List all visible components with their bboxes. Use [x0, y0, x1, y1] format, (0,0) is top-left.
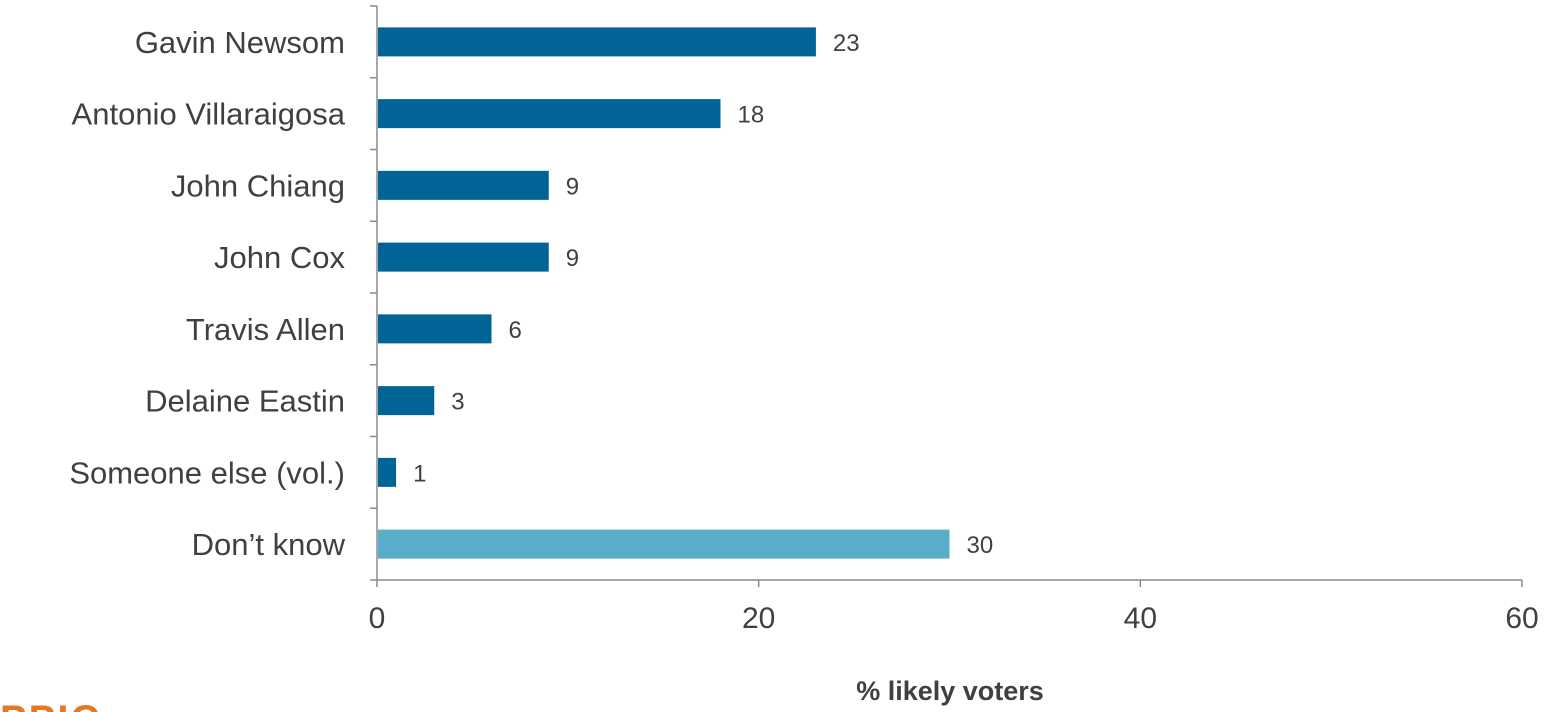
data-label: 6 — [509, 317, 522, 344]
category-label: Gavin Newsom — [135, 25, 345, 60]
data-label: 9 — [566, 173, 579, 200]
category-label: John Chiang — [171, 168, 345, 203]
bar — [378, 242, 549, 272]
data-label: 9 — [566, 245, 579, 272]
x-tick-label: 60 — [1505, 602, 1538, 635]
x-tick-label: 20 — [742, 602, 775, 635]
ppic-logo: PPIC — [0, 700, 130, 712]
category-label: Someone else (vol.) — [69, 455, 345, 490]
bar — [378, 529, 950, 559]
data-label: 1 — [413, 460, 426, 487]
chart-axes — [370, 5, 1523, 587]
category-label: Don’t know — [192, 527, 346, 562]
x-tick-label: 0 — [369, 602, 386, 635]
x-axis-title: % likely voters — [856, 676, 1044, 706]
ppic-logo-text: PPIC — [0, 700, 130, 712]
data-label: 23 — [833, 30, 860, 57]
category-label: Delaine Eastin — [145, 384, 345, 419]
chart-labels: 0 20 40 60 Gavin Newsom 23 Antonio Villaraigos… — [69, 25, 1538, 635]
x-tick-label: 40 — [1124, 602, 1157, 635]
bar — [378, 170, 549, 200]
category-label: Antonio Villaraigosa — [72, 97, 346, 132]
bar — [378, 457, 397, 487]
bar — [378, 314, 492, 344]
data-label: 30 — [967, 532, 994, 559]
category-label: Travis Allen — [186, 312, 345, 347]
category-label: John Cox — [214, 240, 345, 275]
bar — [378, 99, 721, 129]
chart-bars — [378, 27, 950, 559]
bar — [378, 27, 816, 57]
bar — [378, 386, 435, 416]
data-label: 3 — [451, 389, 464, 416]
data-label: 18 — [738, 102, 765, 129]
